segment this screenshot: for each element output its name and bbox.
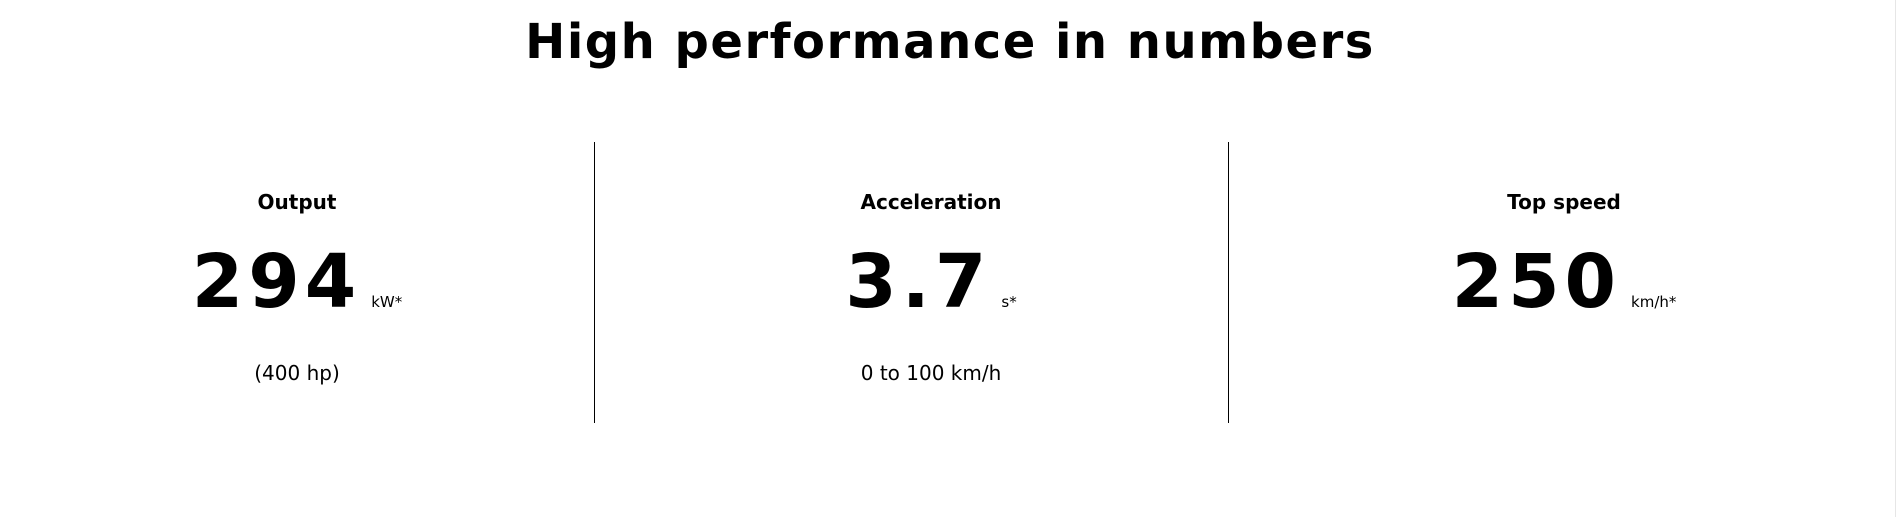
stat-value-line: 3.7 s* [731,242,1131,322]
stat-label: Top speed [1507,190,1621,214]
stat-value-line: 250 km/h* [1364,242,1764,322]
stat-number: 3.7 [845,239,992,325]
stat-number: 250 [1451,239,1622,325]
stat-label: Output [257,190,337,214]
stat-unit: s* [1001,293,1017,311]
divider [1228,142,1229,423]
stat-subtext: 0 to 100 km/h [860,361,1002,385]
divider [594,142,595,423]
stat-unit: km/h* [1631,293,1677,311]
stats-row: Output 294 kW* (400 hp) Acceleration 3.7 s… [0,142,1900,423]
stat-subtext: (400 hp) [254,361,340,385]
scrollbar-edge [1895,0,1896,517]
stat-acceleration: Acceleration 3.7 s* 0 to 100 km/h [731,142,1131,423]
stat-top-speed: Top speed 250 km/h* [1364,142,1764,423]
stat-number: 294 [191,239,362,325]
page-title: High performance in numbers [525,14,1375,70]
stat-label: Acceleration [860,190,1002,214]
stat-output: Output 294 kW* (400 hp) [97,142,497,423]
stat-unit: kW* [371,293,403,311]
stat-value-line: 294 kW* [97,242,497,322]
